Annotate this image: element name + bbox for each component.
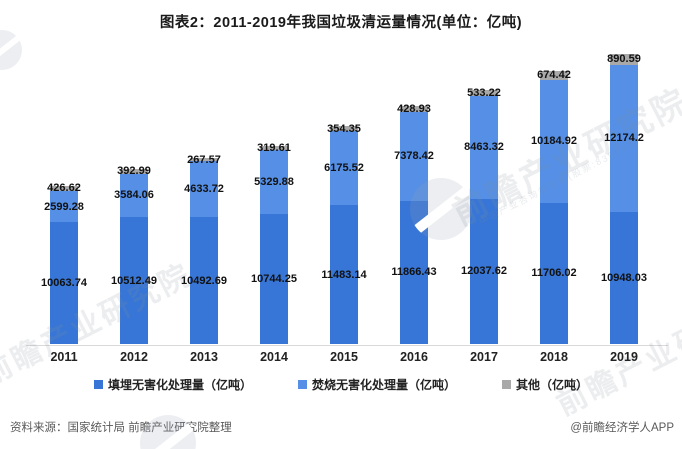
value-label-other: 533.22	[467, 87, 501, 100]
bar-segment-landfill	[330, 205, 358, 344]
x-axis-label: 2015	[330, 350, 358, 364]
value-label-landfill: 12037.62	[461, 265, 507, 278]
bar-segment-incineration	[330, 130, 358, 206]
value-label-landfill: 11483.14	[321, 268, 367, 281]
bar-segment-landfill	[610, 211, 638, 344]
bar-segment-incineration	[540, 79, 568, 203]
bar-segment-other	[400, 106, 428, 112]
legend: 填埋无害化处理量（亿吨） 焚烧无害化处理量（亿吨） 其他（亿吨）	[0, 376, 682, 393]
x-axis-label: 2017	[470, 350, 498, 364]
bar-segment-landfill	[470, 198, 498, 344]
bar-segment-other	[610, 53, 638, 65]
value-label-other: 392.99	[117, 165, 151, 178]
value-label-landfill: 11866.43	[391, 266, 437, 279]
value-label-other: 890.59	[607, 53, 641, 66]
x-axis-label: 2013	[190, 350, 218, 364]
value-label-other: 426.62	[47, 182, 81, 195]
x-axis-label: 2014	[260, 350, 288, 364]
bar-segment-landfill	[190, 217, 218, 344]
legend-label: 焚烧无害化处理量（亿吨）	[311, 378, 456, 392]
bar-segment-landfill	[260, 214, 288, 344]
bar-segment-incineration	[610, 64, 638, 212]
bar-segment-incineration	[190, 161, 218, 218]
bar-segment-other	[190, 158, 218, 162]
bar-segment-incineration	[120, 173, 148, 217]
legend-swatch-icon	[93, 380, 103, 389]
bar-segment-landfill	[400, 200, 428, 344]
value-label-other: 428.93	[397, 102, 431, 115]
value-label-landfill: 10744.25	[251, 273, 297, 286]
bar-segment-other	[470, 89, 498, 97]
bar-segment-incineration	[260, 149, 288, 215]
value-label-landfill: 10063.74	[41, 277, 87, 290]
value-label-incineration: 10184.92	[531, 135, 577, 148]
bar-segment-incineration	[50, 191, 78, 223]
value-label-incineration: 12174.2	[604, 132, 644, 145]
bar-segment-other	[540, 71, 568, 80]
legend-label: 其他（亿吨）	[516, 378, 589, 392]
value-label-landfill: 11706.02	[531, 267, 577, 280]
credit-note: @前瞻经济学人APP	[570, 422, 674, 434]
value-label-incineration: 3584.06	[114, 189, 154, 202]
value-label-incineration: 6175.52	[324, 161, 364, 174]
value-label-landfill: 10948.03	[601, 271, 647, 284]
x-axis-line	[26, 345, 668, 346]
value-label-incineration: 8463.32	[464, 141, 504, 154]
bar-segment-other	[330, 126, 358, 131]
chart-title: 图表2：2011-2019年我国垃圾清运量情况(单位：亿吨)	[159, 15, 523, 31]
value-label-incineration: 7378.42	[394, 150, 434, 163]
legend-item-other: 其他（亿吨）	[502, 376, 588, 393]
bar-segment-other	[260, 145, 288, 150]
value-label-other: 674.42	[537, 69, 571, 82]
value-label-other: 319.61	[257, 141, 291, 154]
value-label-incineration: 4633.72	[184, 183, 224, 196]
value-label-incineration: 2599.28	[44, 200, 84, 213]
bar-segment-other	[50, 185, 78, 192]
x-axis-label: 2011	[50, 350, 78, 364]
bar-segment-incineration	[400, 111, 428, 201]
bar-segment-landfill	[50, 222, 78, 344]
bar-segment-incineration	[470, 96, 498, 199]
value-label-landfill: 10492.69	[181, 274, 227, 287]
bar-segment-landfill	[120, 217, 148, 344]
bar-segment-other	[120, 168, 148, 174]
x-axis-label: 2016	[400, 350, 428, 364]
x-axis-label: 2012	[120, 350, 148, 364]
value-label-landfill: 10512.49	[111, 274, 157, 287]
x-axis-label: 2019	[610, 350, 638, 364]
bar-segment-landfill	[540, 202, 568, 344]
legend-item-landfill: 填埋无害化处理量（亿吨）	[93, 376, 252, 393]
value-label-other: 267.57	[187, 153, 221, 166]
source-note: 资料来源：国家统计局 前瞻产业研究院整理	[10, 422, 232, 434]
value-label-other: 354.35	[327, 122, 361, 135]
legend-swatch-icon	[297, 380, 307, 389]
value-label-incineration: 5329.88	[254, 176, 294, 189]
legend-swatch-icon	[502, 380, 511, 389]
legend-label: 填埋无害化处理量（亿吨）	[107, 378, 252, 392]
legend-item-incineration: 焚烧无害化处理量（亿吨）	[297, 376, 456, 393]
x-axis-label: 2018	[540, 350, 568, 364]
